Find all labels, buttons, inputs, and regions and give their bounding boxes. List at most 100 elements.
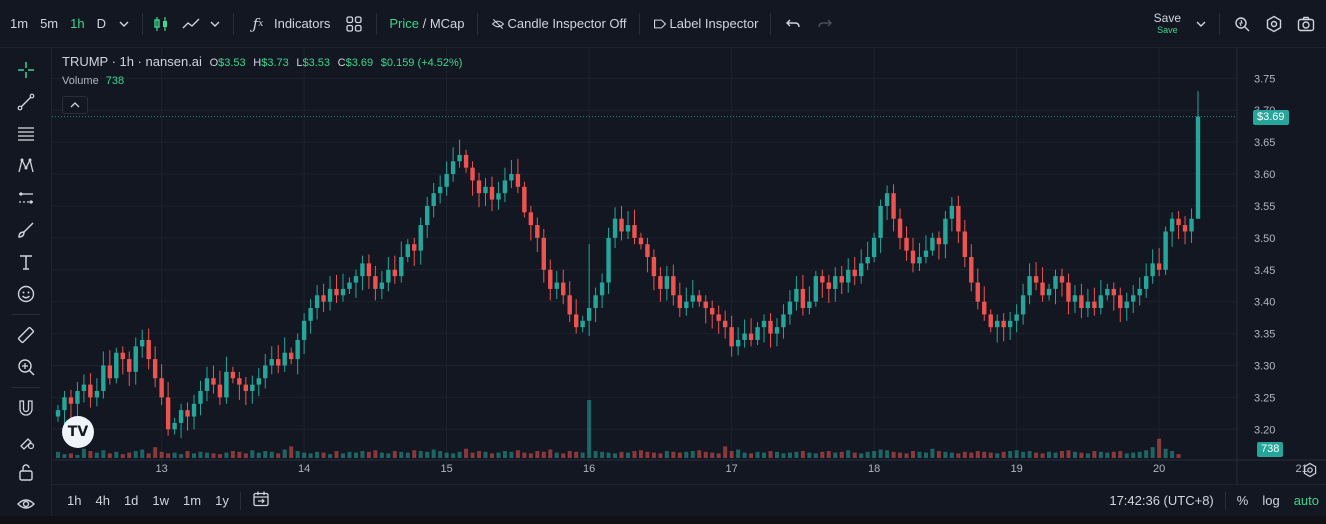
volume-bar [561,453,566,458]
volume-bar [703,451,708,458]
candle-inspector-button[interactable]: Candle Inspector Off [484,9,633,39]
forecast-tool-icon[interactable] [10,182,42,214]
candle-body [120,352,125,360]
interval-d[interactable]: D [96,16,106,31]
volume-bar [1085,453,1090,458]
candle-body [554,282,559,289]
emoji-tool-icon[interactable] [10,278,42,310]
candle-body [813,276,819,302]
pattern-tool-icon[interactable] [10,150,42,182]
candle-body [1118,295,1123,309]
candle-body [263,365,268,379]
save-dropdown-icon[interactable] [1189,12,1213,36]
percent-toggle[interactable]: % [1236,493,1249,508]
settings-icon[interactable] [1262,12,1286,36]
auto-toggle[interactable]: auto [1293,493,1319,508]
interval-dropdown-icon[interactable] [112,12,136,36]
axis-settings-icon[interactable] [1302,462,1318,478]
separator [11,387,40,388]
volume-bar [638,450,643,458]
ruler-tool-icon[interactable] [10,319,42,351]
candle-body [360,263,365,277]
volume-bar [729,451,734,458]
save-button[interactable]: Save Save [1146,12,1189,35]
volume-bar [1105,452,1110,458]
go-to-date-icon[interactable] [245,490,277,511]
unlock-icon[interactable] [10,456,42,488]
volume-bar [651,452,656,458]
interval-1h[interactable]: 1h [70,16,85,31]
range-1h[interactable]: 1h [67,493,82,508]
log-toggle[interactable]: log [1262,493,1280,508]
templates-icon[interactable] [342,12,366,36]
line-chart-icon[interactable] [179,12,203,36]
crosshair-tool-icon[interactable] [10,54,42,86]
candle-body [774,327,780,334]
volume-bar [1034,452,1039,458]
candle-body [807,301,812,309]
volume-bar [626,452,630,458]
range-1y[interactable]: 1y [215,493,229,508]
collapse-legend-button[interactable] [62,96,88,114]
volume-bar [742,452,747,458]
label-inspector-button[interactable]: Label Inspector [646,9,765,39]
volume-bar [1066,450,1071,458]
candle-body [690,295,695,302]
candle-body [1169,218,1175,232]
magnet-tool-icon[interactable] [10,392,42,424]
range-4h[interactable]: 4h [95,493,110,508]
candle-body [489,186,495,200]
volume-bar [1072,451,1077,458]
volume-bar [489,453,494,458]
interval-5m[interactable]: 5m [40,16,59,31]
volume-bar [690,451,695,458]
volume-bar [859,453,864,458]
zoom-in-tool-icon[interactable] [10,351,42,383]
brush-tool-icon[interactable] [10,214,42,246]
candle-body [826,282,831,289]
candle-body [593,295,598,309]
clock-display[interactable]: 17:42:36 (UTC+8) [1109,493,1214,508]
chart-pane[interactable]: 3.20 3.25 3.30 3.35 3.40 3.45 3.50 3.55 3.60 3.65… [52,48,1326,484]
candle-body [515,174,521,187]
candle-body [1111,288,1116,296]
volume-bar [774,451,779,458]
camera-icon[interactable] [1294,12,1318,36]
trend-line-tool-icon[interactable] [10,86,42,118]
eye-icon[interactable] [10,488,42,520]
volume-bar [75,454,80,458]
candle-body [904,237,909,251]
fib-tool-icon[interactable] [10,118,42,150]
close-value: $3.69 [345,57,374,69]
volume-bar [1008,451,1013,458]
y-tick-label: 3.25 [1254,392,1275,404]
candle-body [522,186,527,213]
candles-icon[interactable] [149,12,173,36]
lock-drawings-icon[interactable] [10,424,42,456]
interval-1m[interactable]: 1m [10,16,29,31]
quick-search-icon[interactable] [1230,12,1254,36]
volume-bar [1040,453,1045,458]
candle-body [638,237,644,245]
candle-body [561,282,566,296]
y-tick-label: 3.45 [1254,265,1275,277]
price-mcap-toggle[interactable]: Price / MCap [383,9,470,39]
range-1m[interactable]: 1m [183,493,202,508]
candle-body [405,244,410,257]
chart-type-dropdown-icon[interactable] [203,12,227,36]
candle-inspector-label: Candle Inspector Off [507,16,627,31]
text-tool-icon[interactable] [10,246,42,278]
volume-bar [613,453,618,458]
range-1d[interactable]: 1d [123,493,139,508]
volume-bar [606,452,611,458]
price-chart[interactable]: 3.20 3.25 3.30 3.35 3.40 3.45 3.50 3.55 3.60 3.65… [52,48,1326,484]
undo-icon[interactable] [781,12,805,36]
range-1w[interactable]: 1w [152,493,170,508]
redo-icon[interactable] [813,12,837,36]
volume-bar [645,451,650,458]
y-tick-label: 3.75 [1254,73,1275,85]
tradingview-logo-icon[interactable]: TV [62,416,94,448]
volume-bar [943,451,948,458]
volume-bar [554,452,559,458]
